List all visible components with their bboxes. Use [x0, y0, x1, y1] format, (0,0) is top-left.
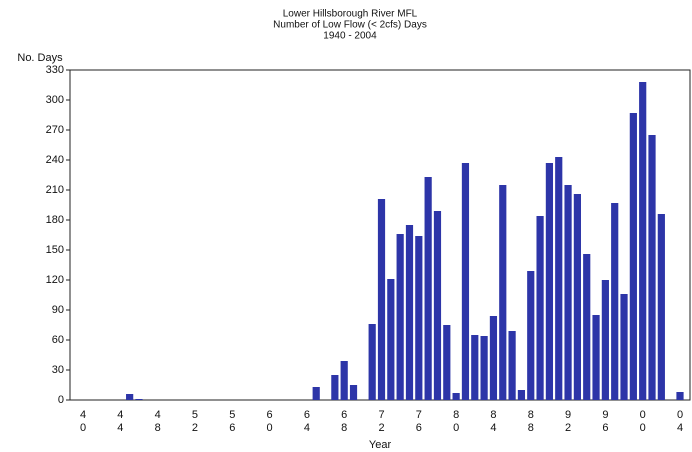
y-tick-label: 180 [46, 214, 64, 226]
bar [489, 316, 498, 400]
x-tick-label: 80 [450, 409, 462, 435]
x-tick-label: 04 [674, 409, 686, 435]
y-tick-label: 30 [52, 364, 64, 376]
bar [601, 280, 609, 400]
bar [639, 82, 647, 400]
bar [396, 234, 404, 400]
x-tick-label: 52 [189, 409, 201, 435]
bar [461, 163, 470, 400]
y-tick-label: 240 [46, 154, 64, 166]
bar [368, 324, 376, 400]
x-tick-label: 44 [114, 409, 126, 435]
bar [480, 336, 488, 400]
bar [555, 157, 563, 400]
bar [508, 331, 516, 400]
y-tick-label: 120 [46, 274, 64, 286]
x-tick-label: 72 [376, 409, 388, 435]
y-tick-label: 270 [46, 124, 64, 136]
bar [471, 335, 479, 400]
bar [499, 185, 507, 400]
chart-title: Lower Hillsborough River MFL [283, 9, 418, 20]
y-tick-label: 60 [52, 334, 64, 346]
bar [564, 185, 572, 400]
bar [648, 135, 656, 400]
bar [377, 199, 386, 400]
bar [312, 387, 320, 400]
bar [517, 390, 526, 400]
bar [592, 315, 600, 400]
bar [443, 325, 451, 400]
bar [657, 214, 665, 400]
x-axis-label: Year [369, 439, 392, 451]
y-tick-label: 0 [58, 394, 64, 406]
x-tick-label: 88 [525, 409, 537, 435]
bar [331, 375, 339, 400]
bar [573, 194, 581, 400]
x-tick-label: 60 [264, 409, 276, 435]
chart-subtitle: Number of Low Flow (< 2cfs) Days [273, 20, 427, 31]
bar [433, 211, 442, 400]
bar [405, 225, 414, 400]
bar [620, 294, 628, 400]
bar [135, 399, 143, 400]
x-tick-label: 76 [413, 409, 425, 435]
bar [452, 393, 460, 400]
bar [126, 394, 134, 400]
x-tick-label: 64 [301, 409, 313, 435]
bar [545, 163, 554, 400]
bar [536, 216, 544, 400]
bar [583, 254, 591, 400]
x-tick-label: 48 [152, 409, 164, 435]
x-tick-label: 56 [226, 409, 238, 435]
x-tick-label: 68 [338, 409, 350, 435]
y-tick-label: 210 [46, 184, 64, 196]
x-tick-label: 84 [487, 409, 499, 435]
bar [340, 361, 348, 400]
y-tick-label: 330 [46, 64, 64, 76]
bar [629, 113, 637, 400]
y-axis-label: No. Days [17, 52, 63, 64]
x-tick-label: 92 [562, 409, 574, 435]
bar [527, 271, 535, 400]
y-tick-label: 150 [46, 244, 64, 256]
bar [349, 385, 358, 400]
y-tick-label: 300 [46, 94, 64, 106]
x-tick-label: 00 [637, 409, 649, 435]
bar [676, 392, 684, 400]
y-tick-label: 90 [52, 304, 64, 316]
bar [387, 279, 395, 400]
x-tick-label: 40 [77, 409, 89, 435]
bar [611, 203, 619, 400]
x-tick-label: 96 [599, 409, 611, 435]
bar [424, 177, 432, 400]
bar [415, 236, 423, 400]
chart-period: 1940 - 2004 [323, 31, 377, 42]
